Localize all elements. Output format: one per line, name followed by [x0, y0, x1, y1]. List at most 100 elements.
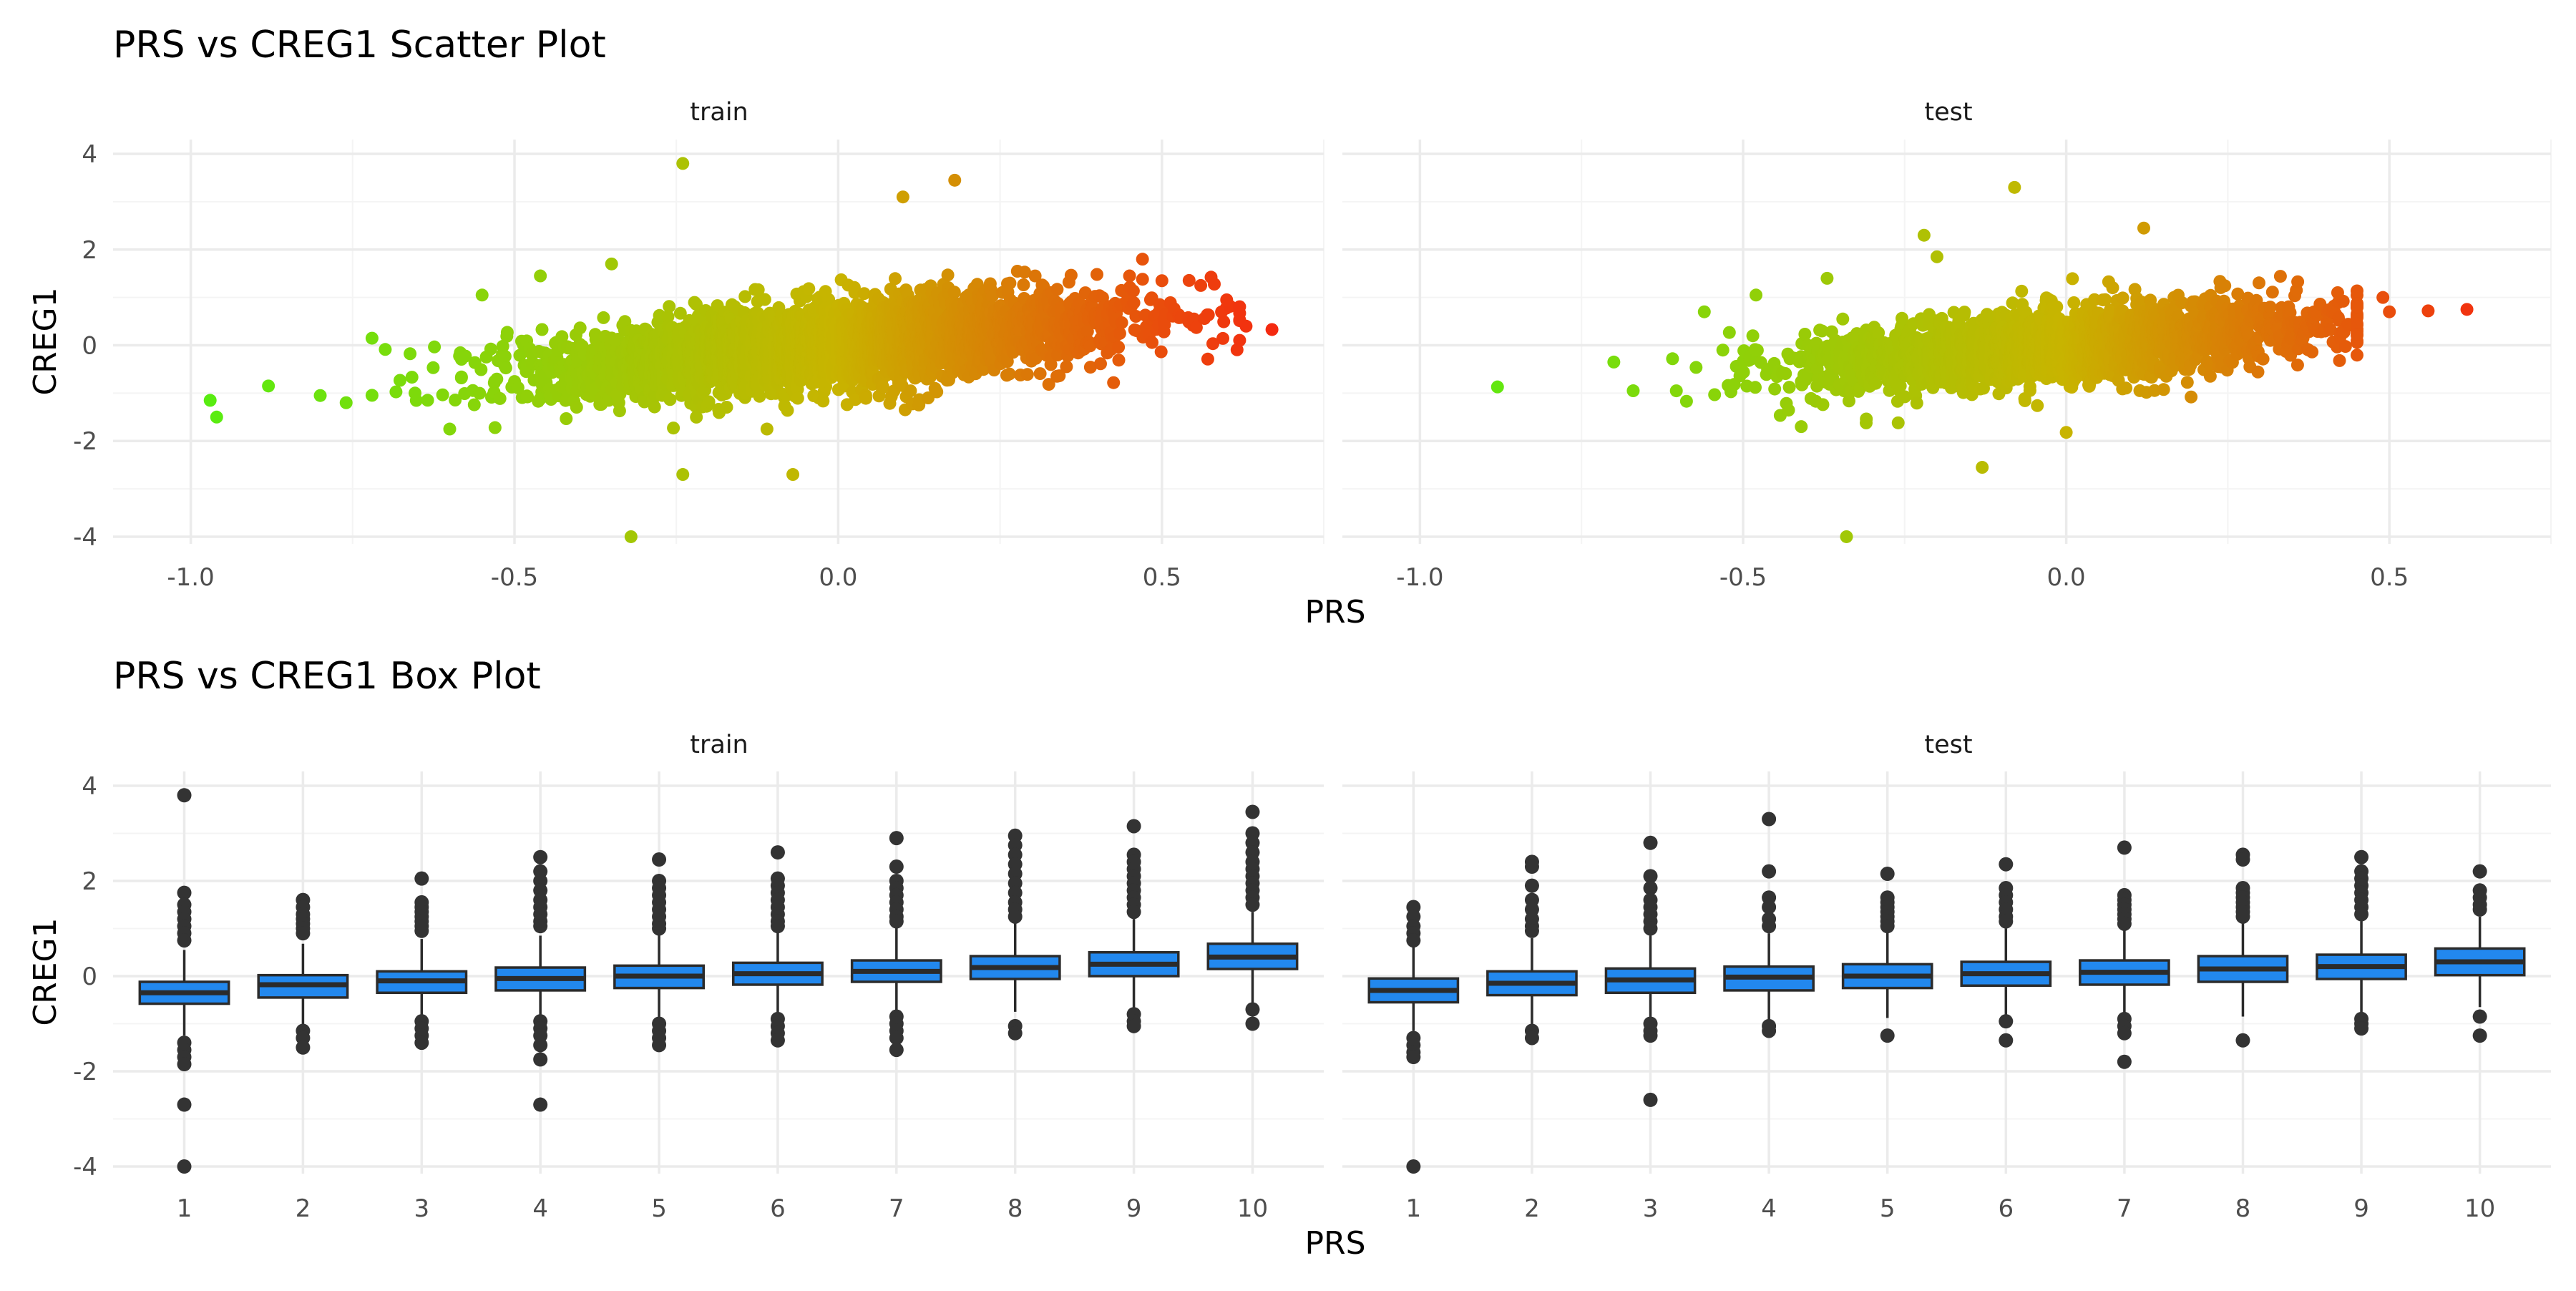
scatter-point — [366, 389, 379, 401]
scatter-x-tick-label: 0.0 — [819, 563, 857, 592]
scatter-point — [210, 411, 223, 424]
scatter-point — [410, 394, 423, 407]
scatter-point — [421, 394, 434, 406]
scatter-y-tick-label: 4 — [82, 140, 97, 169]
scatter-point — [1717, 344, 1729, 356]
scatter-point — [455, 371, 468, 384]
scatter-point — [1751, 344, 1764, 357]
scatter-point — [663, 393, 676, 406]
scatter-point — [262, 379, 275, 392]
scatter-point — [501, 326, 514, 338]
scatter-point — [613, 404, 626, 417]
scatter-point — [859, 392, 872, 405]
scatter-point — [1136, 273, 1149, 286]
scatter-point — [786, 468, 799, 481]
scatter-point — [1708, 389, 1721, 401]
scatter-point — [597, 311, 610, 324]
scatter-point — [2024, 384, 2036, 397]
scatter-point — [489, 422, 502, 434]
scatter-point — [494, 392, 507, 405]
scatter-facet-label-train: train — [690, 98, 748, 127]
scatter-point — [877, 380, 889, 393]
scatter-point — [1860, 413, 1873, 426]
scatter-point — [942, 268, 955, 281]
scatter-point — [1220, 293, 1233, 306]
scatter-point — [1136, 253, 1149, 265]
scatter-x-tick-label: -0.5 — [1719, 563, 1767, 592]
scatter-point — [2031, 399, 2044, 412]
scatter-point — [1670, 384, 1683, 397]
scatter-point — [340, 396, 353, 409]
scatter-point — [473, 387, 486, 400]
scatter-point — [1817, 398, 1830, 411]
scatter-point — [1183, 274, 1196, 287]
scatter-x-axis-title: PRS — [1304, 594, 1365, 630]
scatter-point — [426, 361, 439, 374]
scatter-point — [1123, 270, 1136, 283]
scatter-point — [1782, 404, 1795, 416]
scatter-point — [1747, 329, 1760, 342]
scatter-point — [1003, 368, 1016, 381]
scatter-point — [1911, 396, 1923, 409]
scatter-point — [1749, 381, 1762, 394]
scatter-point — [1201, 353, 1214, 366]
scatter-y-tick-label: -2 — [73, 427, 97, 456]
box-plot-title: PRS vs CREG1 Box Plot — [113, 655, 541, 698]
scatter-point — [889, 272, 902, 285]
scatter-point — [204, 394, 217, 406]
scatter-point — [948, 286, 961, 298]
scatter-point — [1737, 366, 1750, 379]
box-facet-label-train: train — [690, 731, 748, 759]
scatter-x-tick-label: -0.5 — [491, 563, 538, 592]
scatter-point — [930, 386, 943, 399]
scatter-point — [1113, 327, 1126, 340]
scatter-point — [1202, 308, 1215, 321]
scatter-point — [1239, 320, 1252, 333]
scatter-point — [468, 399, 481, 411]
scatter-point — [1768, 383, 1781, 396]
scatter-point — [1266, 323, 1279, 336]
scatter-point — [1156, 274, 1169, 287]
scatter-point — [1958, 306, 1971, 318]
scatter-point — [1021, 368, 1034, 381]
scatter-x-tick-label: 0.5 — [2370, 563, 2409, 592]
scatter-point — [1194, 279, 1207, 292]
scatter-point — [474, 364, 487, 376]
scatter-facet-label-test: test — [1924, 98, 1972, 127]
scatter-point — [1233, 334, 1246, 347]
scatter-point — [1017, 278, 1030, 291]
scatter-point — [1217, 316, 1230, 328]
scatter-point — [444, 423, 457, 436]
box-y-axis-title: CREG1 — [27, 917, 64, 1026]
scatter-point — [404, 347, 416, 360]
scatter-point — [2015, 285, 2028, 298]
scatter-point — [1689, 361, 1702, 374]
box-x-axis-title: PRS — [1304, 1225, 1365, 1262]
scatter-point — [499, 350, 512, 363]
box-facet-label-test: test — [1924, 731, 1972, 759]
scatter-point — [570, 401, 583, 414]
scatter-point — [1155, 346, 1168, 359]
scatter-y-tick-label: -4 — [73, 523, 97, 552]
scatter-point — [534, 270, 547, 283]
scatter-point — [676, 468, 689, 481]
scatter-point — [490, 373, 503, 386]
scatter-point — [1836, 313, 1849, 326]
scatter-point — [1783, 381, 1796, 394]
scatter-plot-title: PRS vs CREG1 Scatter Plot — [113, 24, 606, 67]
scatter-point — [897, 190, 909, 203]
scatter-point — [1107, 376, 1120, 389]
scatter-point — [1666, 352, 1679, 365]
scatter-point — [428, 341, 441, 354]
scatter-point — [366, 332, 379, 345]
scatter-point — [791, 392, 804, 405]
scatter-point — [1116, 316, 1128, 329]
scatter-point — [758, 293, 771, 306]
scatter-point — [574, 321, 587, 334]
scatter-x-tick-label: -1.0 — [1396, 563, 1443, 592]
scatter-point — [676, 157, 689, 170]
scatter-point — [648, 401, 661, 414]
